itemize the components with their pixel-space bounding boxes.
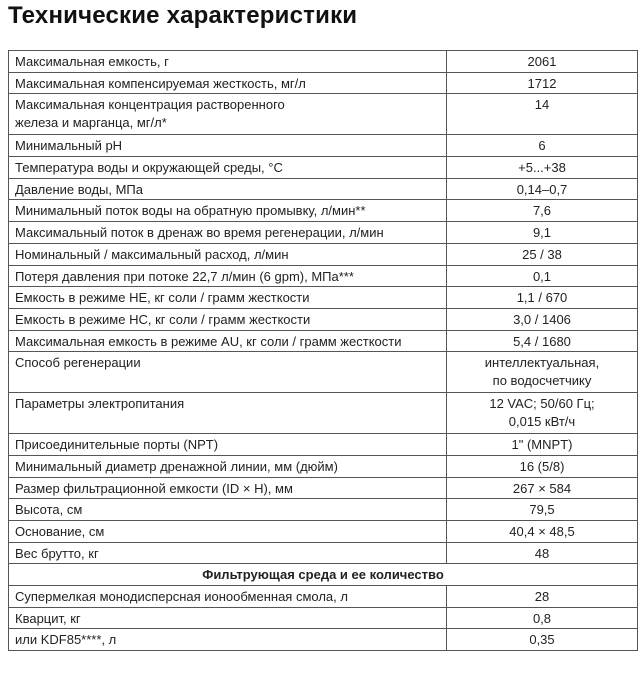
spec-label: Давление воды, МПа (8, 177, 447, 201)
table-row: Максимальная концентрация растворенного … (8, 93, 638, 136)
table-row: Минимальный диаметр дренажной линии, мм … (8, 454, 638, 478)
table-row: Номинальный / максимальный расход, л/мин… (8, 242, 638, 266)
spec-label: Емкость в режиме HC, кг соли / грамм жес… (8, 307, 447, 331)
spec-label: Присоединительные порты (NPT) (8, 433, 447, 456)
spec-value: 3,0 / 1406 (446, 307, 638, 331)
table-row: Способ регенерации интеллектуальная, по в… (8, 351, 638, 394)
spec-value: 0,35 (446, 628, 638, 652)
table-row: Параметры электропитания 12 VAC; 50/60 Гц… (8, 392, 638, 435)
table-row: Минимальный pH 6 (8, 134, 638, 158)
spec-label: Максимальная концентрация растворенного … (8, 93, 447, 136)
spec-value: 5,4 / 1680 (446, 329, 638, 353)
spec-label: Минимальный диаметр дренажной линии, мм … (8, 454, 447, 478)
spec-value: 7,6 (446, 199, 638, 223)
spec-label: Параметры электропитания (8, 392, 447, 435)
spec-value: 28 (446, 585, 638, 608)
spec-label: Потеря давления при потоке 22,7 л/мин (6… (8, 264, 447, 288)
table-row: Максимальная емкость, г 2061 (8, 50, 638, 73)
spec-label: Максимальная емкость, г (8, 50, 447, 73)
spec-value: 9,1 (446, 221, 638, 244)
table-row: Кварцит, кг 0,8 (8, 606, 638, 630)
table-row: Супермелкая монодисперсная ионообменная … (8, 585, 638, 608)
section-title: Фильтрующая среда и ее количество (8, 563, 638, 587)
spec-label: Максимальный поток в дренаж во время рег… (8, 221, 447, 244)
spec-value: 0,14–0,7 (446, 177, 638, 201)
spec-label: Минимальный pH (8, 134, 447, 158)
spec-value: 40,4 × 48,5 (446, 520, 638, 543)
spec-label: Емкость в режиме HE, кг соли / грамм жес… (8, 286, 447, 309)
spec-label: или KDF85****, л (8, 628, 447, 652)
table-row: или KDF85****, л 0,35 (8, 628, 638, 652)
table-row: Минимальный поток воды на обратную промы… (8, 199, 638, 223)
spec-value: 12 VAC; 50/60 Гц; 0,015 кВт/ч (446, 392, 638, 435)
spec-label: Минимальный поток воды на обратную промы… (8, 199, 447, 223)
table-row: Давление воды, МПа 0,14–0,7 (8, 177, 638, 201)
table-row: Основание, см 40,4 × 48,5 (8, 520, 638, 543)
table-row: Емкость в режиме HC, кг соли / грамм жес… (8, 307, 638, 331)
spec-value: 267 × 584 (446, 476, 638, 500)
table-row: Вес брутто, кг 48 (8, 541, 638, 565)
spec-label: Способ регенерации (8, 351, 447, 394)
spec-label: Номинальный / максимальный расход, л/мин (8, 242, 447, 266)
table-row: Максимальная емкость в режиме AU, кг сол… (8, 329, 638, 353)
spec-label: Размер фильтрационной емкости (ID × H), … (8, 476, 447, 500)
spec-value: 2061 (446, 50, 638, 73)
table-row: Высота, см 79,5 (8, 498, 638, 521)
table-row: Емкость в режиме HE, кг соли / грамм жес… (8, 286, 638, 309)
spec-label: Максимальная емкость в режиме AU, кг сол… (8, 329, 447, 353)
table-row: Потеря давления при потоке 22,7 л/мин (6… (8, 264, 638, 288)
spec-value: 48 (446, 541, 638, 565)
spec-value: 1" (MNPT) (446, 433, 638, 456)
spec-label: Температура воды и окружающей среды, °С (8, 156, 447, 179)
spec-value: 14 (446, 93, 638, 136)
spec-value: 1712 (446, 71, 638, 95)
spec-label: Супермелкая монодисперсная ионообменная … (8, 585, 447, 608)
spec-value: +5...+38 (446, 156, 638, 179)
table-row: Присоединительные порты (NPT) 1" (MNPT) (8, 433, 638, 456)
spec-value: 0,8 (446, 606, 638, 630)
spec-value: 1,1 / 670 (446, 286, 638, 309)
spec-value: 16 (5/8) (446, 454, 638, 478)
table-row: Размер фильтрационной емкости (ID × H), … (8, 476, 638, 500)
specs-table: Максимальная емкость, г 2061 Максимальная … (8, 50, 638, 652)
spec-label: Кварцит, кг (8, 606, 447, 630)
table-row: Максимальный поток в дренаж во время рег… (8, 221, 638, 244)
page-title: Технические характеристики (8, 2, 358, 29)
spec-value: 0,1 (446, 264, 638, 288)
spec-label: Высота, см (8, 498, 447, 521)
spec-value: 6 (446, 134, 638, 158)
spec-label: Основание, см (8, 520, 447, 543)
spec-value: 25 / 38 (446, 242, 638, 266)
spec-value: 79,5 (446, 498, 638, 521)
spec-label: Максимальная компенсируемая жесткость, м… (8, 71, 447, 95)
spec-label: Вес брутто, кг (8, 541, 447, 565)
spec-value: интеллектуальная, по водосчетчику (446, 351, 638, 394)
section-header-row: Фильтрующая среда и ее количество (8, 563, 638, 587)
table-row: Температура воды и окружающей среды, °С +… (8, 156, 638, 179)
table-row: Максимальная компенсируемая жесткость, м… (8, 71, 638, 95)
